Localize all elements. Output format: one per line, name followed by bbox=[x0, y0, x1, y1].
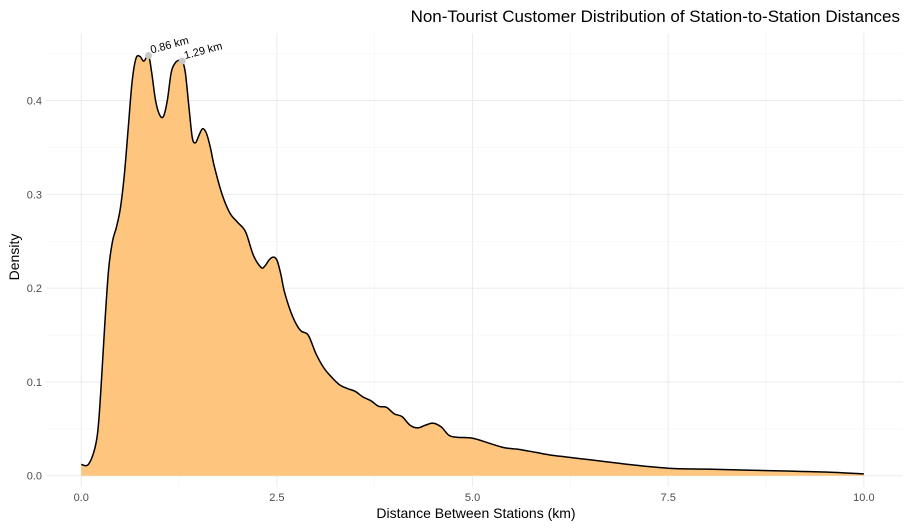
y-tick-label: 0.1 bbox=[27, 377, 42, 389]
density-area bbox=[81, 54, 864, 476]
x-tick-label: 2.5 bbox=[269, 492, 284, 504]
x-tick-label: 7.5 bbox=[661, 492, 676, 504]
peak-marker bbox=[145, 52, 153, 60]
density-fill bbox=[81, 55, 864, 476]
peak-marker bbox=[178, 57, 186, 65]
x-tick-label: 0.0 bbox=[74, 492, 89, 504]
y-tick-label: 0.4 bbox=[27, 96, 42, 108]
tick-labels: 0.0 2.5 5.0 7.5 10.0 0.0 0.1 0.2 0.3 0.4 bbox=[27, 96, 875, 504]
peak-annotations: 0.86 km1.29 km bbox=[149, 35, 224, 62]
density-line bbox=[81, 54, 864, 475]
x-tick-label: 5.0 bbox=[465, 492, 480, 504]
y-tick-label: 0.0 bbox=[27, 471, 42, 483]
peak-markers bbox=[145, 52, 186, 65]
y-axis-title: Density bbox=[6, 234, 22, 281]
chart-title: Non-Tourist Customer Distribution of Sta… bbox=[411, 7, 900, 26]
y-tick-label: 0.3 bbox=[27, 189, 42, 201]
x-tick-label: 10.0 bbox=[853, 492, 874, 504]
y-tick-label: 0.2 bbox=[27, 283, 42, 295]
x-axis-title: Distance Between Stations (km) bbox=[376, 505, 575, 521]
